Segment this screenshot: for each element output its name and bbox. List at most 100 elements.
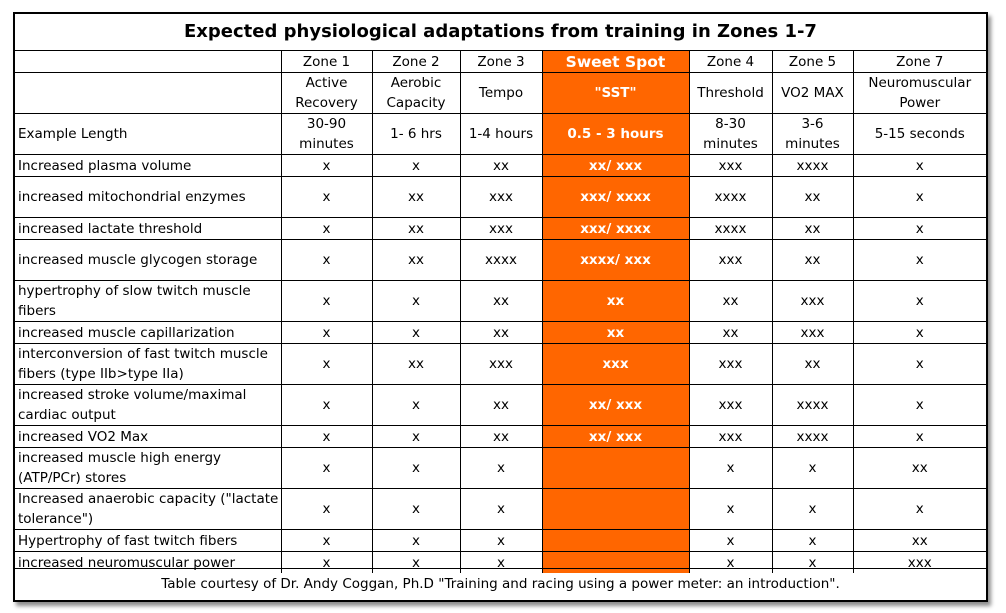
sweet-spot-cell	[541, 488, 690, 530]
zone-name: Aerobic Capacity	[371, 72, 461, 114]
rating-cell: xxx	[688, 384, 773, 426]
rating-cell: xxxx	[771, 425, 854, 448]
length-cell: 8-30 minutes	[688, 113, 773, 155]
zone-name-sweet-spot: "SST"	[541, 72, 690, 114]
rating-cell: xxx	[459, 343, 543, 385]
rating-cell: x	[280, 425, 373, 448]
rating-cell: x	[459, 447, 543, 489]
table-footer-credit: Table courtesy of Dr. Andy Coggan, Ph.D …	[15, 568, 986, 600]
table-row: increased muscle high energy (ATP/PCr) s…	[15, 447, 986, 489]
length-cell: 3-6 minutes	[771, 113, 854, 155]
rating-cell: xxx	[688, 425, 773, 448]
row-label: increased muscle capillarization	[15, 321, 282, 344]
adaptations-table: Zone 1 Zone 2 Zone 3 Sweet Spot Zone 4 Z…	[15, 51, 986, 573]
rating-cell: x	[852, 384, 986, 426]
table-row: increased lactate threshold x xx xxx xxx/ xx…	[15, 217, 986, 240]
rating-cell: x	[852, 425, 986, 448]
table-row: Increased plasma volume x x xx xx/ xxx xxx xxx…	[15, 154, 986, 177]
rating-cell: xxx	[852, 551, 986, 573]
rating-cell: xxxx	[688, 217, 773, 240]
zone-name: VO2 MAX	[771, 72, 854, 114]
rating-cell: xx	[459, 384, 543, 426]
zone-header: Zone 5	[771, 51, 854, 73]
row-label: interconversion of fast twitch muscle fi…	[15, 343, 282, 385]
length-cell: 1-4 hours	[459, 113, 543, 155]
length-cell: 5-15 seconds	[852, 113, 986, 155]
sweet-spot-cell: xx/ xxx	[541, 154, 690, 177]
zone-name: Active Recovery	[280, 72, 373, 114]
corner-cell	[15, 51, 282, 73]
rating-cell: x	[371, 154, 461, 177]
rating-cell: x	[852, 176, 986, 218]
rating-cell: xx	[371, 217, 461, 240]
row-label: increased mitochondrial enzymes	[15, 176, 282, 218]
rating-cell: x	[688, 447, 773, 489]
zone-name: Neuromuscular Power	[852, 72, 986, 114]
table-row: increased VO2 Max x x xx xx/ xxx xxx xxxx x	[15, 425, 986, 448]
table-row: hypertrophy of slow twitch muscle fibers…	[15, 280, 986, 322]
row-label: Increased plasma volume	[15, 154, 282, 177]
zone-name-row: Active Recovery Aerobic Capacity Tempo "…	[15, 72, 986, 114]
example-length-row: Example Length 30-90 minutes 1- 6 hrs 1-…	[15, 113, 986, 155]
rating-cell: xxx	[459, 176, 543, 218]
zone-header: Zone 3	[459, 51, 543, 73]
zone-name: Threshold	[688, 72, 773, 114]
row-label: Hypertrophy of fast twitch fibers	[15, 529, 282, 552]
rating-cell: x	[280, 447, 373, 489]
sweet-spot-cell: xxxx/ xxx	[541, 239, 690, 281]
corner-cell	[15, 72, 282, 114]
rating-cell: x	[852, 488, 986, 530]
rating-cell: x	[280, 239, 373, 281]
zone-name: Tempo	[459, 72, 543, 114]
table-row: Hypertrophy of fast twitch fibers x x x x x xx	[15, 529, 986, 552]
zone-header-row: Zone 1 Zone 2 Zone 3 Sweet Spot Zone 4 Z…	[15, 51, 986, 73]
zone-header: Zone 4	[688, 51, 773, 73]
rating-cell: x	[371, 321, 461, 344]
row-label: hypertrophy of slow twitch muscle fibers	[15, 280, 282, 322]
rating-cell: x	[280, 384, 373, 426]
rating-cell: x	[771, 529, 854, 552]
rating-cell: xxx	[688, 239, 773, 281]
sweet-spot-cell: xx/ xxx	[541, 425, 690, 448]
rating-cell: xxx	[688, 343, 773, 385]
rating-cell: xx	[371, 239, 461, 281]
rating-cell: xx	[771, 217, 854, 240]
rating-cell: x	[771, 488, 854, 530]
rating-cell: x	[459, 529, 543, 552]
rating-cell: xx	[459, 280, 543, 322]
rating-cell: xx	[852, 447, 986, 489]
rating-cell: x	[280, 343, 373, 385]
rating-cell: x	[371, 384, 461, 426]
row-label: Increased anaerobic capacity ("lactate t…	[15, 488, 282, 530]
rating-cell: x	[688, 488, 773, 530]
row-label: increased muscle glycogen storage	[15, 239, 282, 281]
rating-cell: xxx	[771, 280, 854, 322]
rating-cell: x	[280, 176, 373, 218]
zone-header-sweet-spot: Sweet Spot	[541, 51, 690, 73]
zone-header: Zone 2	[371, 51, 461, 73]
rating-cell: xx	[459, 425, 543, 448]
rating-cell: x	[852, 280, 986, 322]
rating-cell: xxx	[771, 321, 854, 344]
rating-cell: x	[280, 321, 373, 344]
length-cell-sweet-spot: 0.5 - 3 hours	[541, 113, 690, 155]
rating-cell: x	[852, 239, 986, 281]
rating-cell: xx	[771, 239, 854, 281]
rating-cell: x	[371, 529, 461, 552]
row-label: increased VO2 Max	[15, 425, 282, 448]
rating-cell: xx	[371, 343, 461, 385]
rating-cell: xx	[371, 176, 461, 218]
rating-cell: xxxx	[459, 239, 543, 281]
row-label: Example Length	[15, 113, 282, 155]
table-row: increased stroke volume/maximal cardiac …	[15, 384, 986, 426]
length-cell: 1- 6 hrs	[371, 113, 461, 155]
row-label: increased stroke volume/maximal cardiac …	[15, 384, 282, 426]
rating-cell: x	[852, 343, 986, 385]
sweet-spot-cell	[541, 551, 690, 573]
table-row: increased mitochondrial enzymes x xx xxx xxx…	[15, 176, 986, 218]
rating-cell: xxxx	[771, 154, 854, 177]
rating-cell: x	[371, 447, 461, 489]
sweet-spot-cell: xx	[541, 321, 690, 344]
rating-cell: x	[371, 280, 461, 322]
rating-cell: x	[771, 447, 854, 489]
